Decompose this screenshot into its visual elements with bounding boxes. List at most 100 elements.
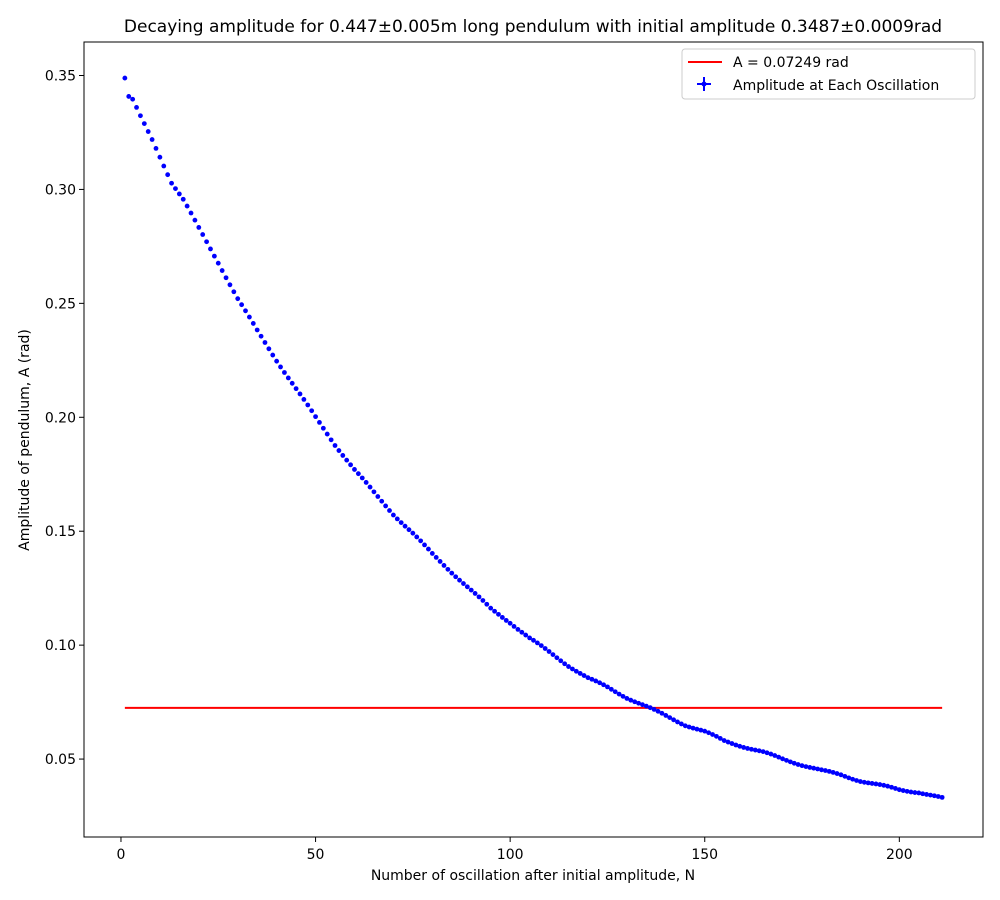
data-point bbox=[838, 772, 844, 778]
data-point bbox=[733, 742, 739, 748]
data-point bbox=[581, 673, 587, 678]
y-tick-label: 0.20 bbox=[45, 410, 76, 426]
data-point bbox=[173, 186, 178, 192]
data-point bbox=[429, 551, 435, 556]
data-point bbox=[250, 321, 256, 326]
data-point bbox=[846, 775, 852, 781]
data-point bbox=[519, 629, 525, 635]
data-point bbox=[313, 414, 318, 420]
y-tick-label: 0.25 bbox=[45, 296, 76, 312]
data-point bbox=[651, 707, 657, 712]
data-point bbox=[461, 581, 466, 586]
data-point bbox=[266, 346, 272, 352]
data-point bbox=[445, 566, 451, 572]
data-point bbox=[819, 767, 824, 773]
data-point bbox=[686, 724, 692, 730]
data-point bbox=[935, 794, 941, 799]
data-point bbox=[675, 719, 680, 725]
data-point bbox=[854, 778, 859, 783]
data-point bbox=[239, 302, 245, 308]
data-point bbox=[916, 790, 922, 796]
data-point bbox=[741, 745, 747, 750]
data-point bbox=[188, 210, 194, 216]
data-point bbox=[632, 699, 638, 705]
data-point bbox=[764, 750, 770, 756]
data-point bbox=[527, 635, 533, 641]
data-point bbox=[433, 555, 439, 560]
y-tick-label: 0.15 bbox=[45, 524, 76, 540]
data-point bbox=[842, 773, 848, 779]
data-point bbox=[647, 705, 653, 711]
data-point bbox=[803, 764, 809, 770]
data-point bbox=[671, 717, 677, 723]
data-point bbox=[258, 333, 264, 339]
data-point bbox=[320, 425, 326, 431]
data-point bbox=[534, 640, 540, 646]
data-point bbox=[215, 260, 221, 266]
data-point bbox=[597, 680, 603, 686]
data-point bbox=[348, 462, 353, 468]
data-point bbox=[542, 646, 548, 651]
data-point bbox=[204, 239, 209, 245]
data-point bbox=[138, 113, 143, 119]
data-point bbox=[643, 703, 649, 709]
data-point bbox=[511, 624, 517, 629]
data-point bbox=[247, 314, 252, 320]
x-tick-label: 50 bbox=[307, 847, 325, 863]
data-point bbox=[141, 121, 147, 126]
data-point bbox=[756, 748, 762, 754]
data-point bbox=[752, 747, 758, 753]
data-point bbox=[126, 94, 132, 99]
data-point bbox=[363, 480, 369, 485]
data-point bbox=[196, 225, 202, 230]
data-point bbox=[784, 757, 789, 763]
data-point bbox=[402, 523, 408, 529]
data-point bbox=[293, 386, 299, 392]
data-point bbox=[682, 723, 688, 729]
data-point bbox=[667, 715, 673, 721]
data-point bbox=[904, 788, 910, 794]
data-point bbox=[371, 489, 377, 495]
data-point bbox=[227, 282, 233, 288]
data-point bbox=[605, 684, 610, 690]
data-point bbox=[655, 708, 661, 714]
data-point bbox=[717, 735, 723, 741]
data-point bbox=[161, 163, 167, 169]
data-point bbox=[566, 664, 571, 669]
data-point bbox=[414, 534, 420, 540]
data-point bbox=[184, 203, 190, 209]
data-point bbox=[612, 689, 618, 695]
data-point bbox=[749, 746, 754, 752]
data-point bbox=[791, 760, 797, 766]
data-point bbox=[274, 358, 280, 364]
x-axis-ticks: 0 50 100 150 200 bbox=[117, 837, 913, 863]
data-point bbox=[472, 591, 478, 596]
data-point bbox=[223, 275, 229, 281]
data-point bbox=[760, 749, 766, 755]
data-points bbox=[122, 75, 945, 800]
data-point bbox=[484, 601, 490, 607]
data-point bbox=[885, 783, 891, 789]
data-point bbox=[122, 75, 128, 81]
data-point bbox=[546, 649, 552, 654]
data-point bbox=[776, 754, 782, 760]
data-point bbox=[889, 784, 894, 790]
data-point bbox=[394, 516, 400, 522]
data-point bbox=[799, 763, 805, 769]
data-point bbox=[180, 196, 186, 202]
data-point bbox=[176, 191, 182, 197]
data-point bbox=[422, 542, 427, 548]
data-point bbox=[858, 779, 863, 784]
data-point bbox=[768, 751, 774, 757]
legend: A = 0.07249 rad Amplitude at Each Oscill… bbox=[681, 48, 976, 100]
data-point bbox=[826, 768, 832, 774]
data-point bbox=[939, 794, 945, 800]
data-point bbox=[169, 180, 174, 186]
data-point bbox=[297, 391, 303, 397]
data-point bbox=[570, 666, 575, 672]
data-point bbox=[278, 364, 283, 370]
data-point bbox=[254, 327, 260, 333]
data-point bbox=[601, 682, 606, 688]
data-point bbox=[908, 789, 914, 795]
